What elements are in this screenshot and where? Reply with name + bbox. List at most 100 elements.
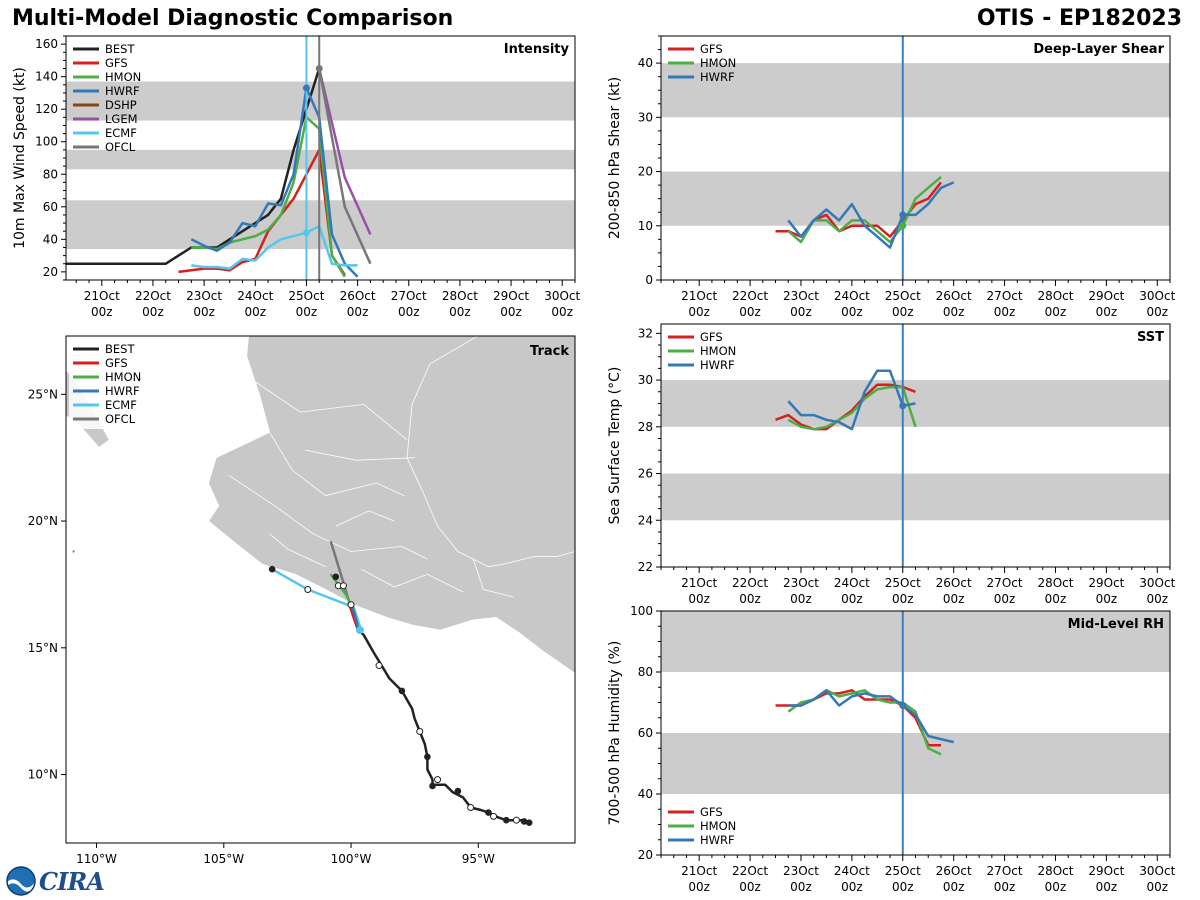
x-tick-label: 24Oct xyxy=(834,576,870,590)
legend-label-gfs: GFS xyxy=(700,330,723,344)
x-tick-sublabel: 00z xyxy=(892,305,914,319)
sst-frame xyxy=(660,323,1171,568)
y-tick-label: 10 xyxy=(638,219,653,233)
series-gfs-line xyxy=(178,148,346,276)
x-tick-label: 26Oct xyxy=(340,289,376,303)
legend-label-hmon: HMON xyxy=(700,819,736,833)
series-ofcl-line xyxy=(317,68,372,265)
x-tick-sublabel: 00z xyxy=(841,880,863,894)
x-tick-label: 27Oct xyxy=(987,576,1023,590)
y-tick-label: 40 xyxy=(638,787,653,801)
x-tick-sublabel: 00z xyxy=(943,305,965,319)
x-tick-sublabel: 00z xyxy=(739,305,761,319)
x-tick-label: 27Oct xyxy=(987,289,1023,303)
marker-hwrf xyxy=(302,84,310,92)
legend-label-hwrf: HWRF xyxy=(105,84,140,98)
shaded-band xyxy=(661,733,1170,794)
x-tick-sublabel: 00z xyxy=(841,592,863,606)
x-tick-sublabel: 00z xyxy=(296,305,318,319)
x-tick-sublabel: 00z xyxy=(688,592,710,606)
x-tick-sublabel: 00z xyxy=(1045,305,1067,319)
x-tick-sublabel: 00z xyxy=(1146,592,1168,606)
best-track-point xyxy=(454,787,462,795)
x-tick-sublabel: 00z xyxy=(739,880,761,894)
marker-ofcl xyxy=(315,65,323,73)
marker-hwrf xyxy=(899,402,907,410)
state-border xyxy=(261,419,405,497)
x-tick-sublabel: 00z xyxy=(193,305,215,319)
lat-tick-label: 10°N xyxy=(28,768,58,782)
sst-panel: 22 24 26 28 30 32 21Oct 00z 22Oct 00z 23Oct 00z 24Oc… xyxy=(607,323,1176,606)
x-tick-sublabel: 00z xyxy=(943,592,965,606)
legend-label-ofcl: OFCL xyxy=(105,140,136,154)
y-tick-label: 0 xyxy=(645,273,653,287)
y-tick-label: 60 xyxy=(43,200,58,214)
x-tick-label: 29Oct xyxy=(1088,289,1124,303)
y-tick-label: 160 xyxy=(35,37,58,51)
x-tick-sublabel: 00z xyxy=(347,305,369,319)
x-tick-label: 25Oct xyxy=(885,289,921,303)
y-tick-label: 28 xyxy=(638,420,653,434)
x-tick-label: 23Oct xyxy=(783,864,819,878)
y-tick-label: 30 xyxy=(638,373,653,387)
y-tick-label: 100 xyxy=(35,135,58,149)
x-tick-sublabel: 00z xyxy=(1146,305,1168,319)
x-tick-label: 22Oct xyxy=(732,289,768,303)
lat-tick-label: 25°N xyxy=(28,387,58,401)
x-tick-label: 23Oct xyxy=(783,576,819,590)
intensity-plot-area xyxy=(66,36,575,280)
rh-panel-tag: Mid-Level RH xyxy=(1068,617,1164,632)
x-tick-label: 21Oct xyxy=(681,289,717,303)
best-track-point-open xyxy=(416,727,424,735)
x-tick-label: 30Oct xyxy=(544,289,580,303)
sst-panel-tag: SST xyxy=(1137,330,1164,345)
x-tick-sublabel: 00z xyxy=(449,305,471,319)
lon-tick-label: 95°W xyxy=(462,852,495,866)
x-tick-label: 22Oct xyxy=(732,864,768,878)
x-tick-sublabel: 00z xyxy=(1096,880,1118,894)
state-border xyxy=(335,510,395,527)
shaded-band xyxy=(66,81,575,121)
state-border xyxy=(361,568,464,593)
intensity-panel: 20 40 60 80 100 120 140 160 21Oct 00z 22Oct 00z 23Oc… xyxy=(12,35,581,319)
best-track-point-open xyxy=(375,662,383,670)
best-track-point xyxy=(429,782,436,790)
x-tick-sublabel: 00z xyxy=(790,305,812,319)
shaded-band xyxy=(661,611,1170,672)
shear-ylabel: 200-850 hPa Shear (kt) xyxy=(607,77,623,239)
y-tick-label: 24 xyxy=(638,513,653,527)
x-tick-label: 26Oct xyxy=(936,576,972,590)
state-border xyxy=(236,368,408,441)
x-tick-sublabel: 00z xyxy=(790,880,812,894)
rh-ylabel: 700-500 hPa Humidity (%) xyxy=(607,641,623,826)
shear-panel: 0 10 20 30 40 21Oct 00z 22Oct 00z 23Oct 00z 24Oct 00… xyxy=(607,35,1176,319)
x-tick-label: 22Oct xyxy=(135,289,171,303)
legend-label-hmon: HMON xyxy=(700,56,736,70)
legend-label-dshp: DSHP xyxy=(105,98,137,112)
y-tick-label: 140 xyxy=(35,70,58,84)
y-tick-label: 32 xyxy=(638,326,653,340)
y-tick-label: 20 xyxy=(638,848,653,862)
best-track-point-open xyxy=(347,601,355,609)
marker-ecmf xyxy=(302,229,310,237)
track-panel-tag: Track xyxy=(530,344,569,359)
x-tick-sublabel: 00z xyxy=(551,305,573,319)
x-tick-label: 28Oct xyxy=(1037,576,1073,590)
marker-hmon xyxy=(899,222,907,230)
x-tick-label: 28Oct xyxy=(1037,289,1073,303)
x-tick-label: 23Oct xyxy=(186,289,222,303)
legend-label-lgem: LGEM xyxy=(105,112,138,126)
best-track-point xyxy=(424,753,431,761)
series-hwrf-line xyxy=(787,181,955,249)
legend-label-gfs: GFS xyxy=(700,42,723,56)
x-tick-sublabel: 00z xyxy=(892,592,914,606)
legend-label-best: BEST xyxy=(105,42,135,56)
sst-plot-area xyxy=(661,324,1170,567)
shaded-band xyxy=(661,63,1170,118)
x-tick-label: 25Oct xyxy=(885,864,921,878)
x-tick-sublabel: 00z xyxy=(142,305,164,319)
intensity-ylabel: 10m Max Wind Speed (kt) xyxy=(12,67,28,249)
x-tick-label: 29Oct xyxy=(1088,864,1124,878)
